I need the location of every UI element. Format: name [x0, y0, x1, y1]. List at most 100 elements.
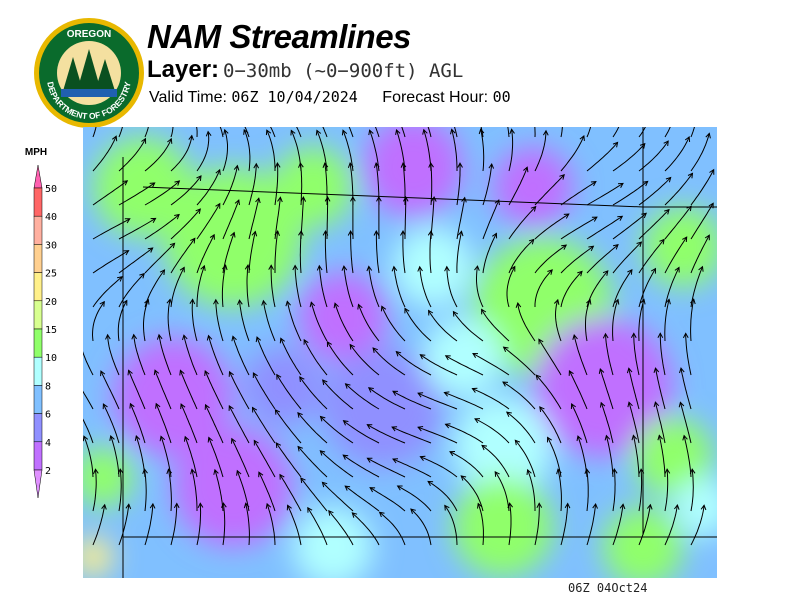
- streamline: [297, 412, 328, 444]
- streamline: [369, 487, 406, 512]
- streamline: [472, 388, 510, 410]
- streamline-arrow: [538, 338, 544, 345]
- streamline: [612, 504, 624, 546]
- wind-speed-region: [673, 477, 717, 537]
- streamline: [348, 127, 354, 138]
- streamline-arrow: [704, 234, 710, 241]
- streamline: [605, 435, 614, 478]
- streamline: [599, 368, 614, 410]
- layer-label: Layer:: [147, 56, 220, 83]
- streamline-arrow: [243, 128, 249, 135]
- streamline-arrow: [195, 208, 201, 214]
- streamline-arrow: [233, 164, 240, 171]
- streamline: [319, 450, 354, 478]
- streamline-arrow: [627, 268, 633, 275]
- streamline: [535, 374, 562, 410]
- streamline: [170, 127, 174, 138]
- streamline: [334, 303, 354, 342]
- streamline: [196, 169, 221, 206]
- streamline-arrow: [613, 244, 619, 250]
- streamline-arrow: [221, 502, 227, 508]
- streamline-arrow: [687, 172, 694, 179]
- streamline-arrow: [321, 481, 328, 488]
- streamline-arrow: [265, 502, 272, 509]
- streamline-arrow: [478, 128, 485, 135]
- streamline-arrow: [274, 408, 281, 415]
- streamline: [252, 372, 276, 410]
- streamline: [83, 418, 94, 444]
- streamline-arrow: [347, 162, 354, 168]
- legend-under-arrow: [33, 469, 43, 499]
- streamline: [326, 197, 329, 239]
- streamline-arrow: [253, 162, 260, 169]
- streamline: [690, 169, 715, 206]
- streamline-arrow: [570, 403, 576, 410]
- streamline: [586, 127, 592, 138]
- streamline: [279, 474, 302, 512]
- streamline-arrow: [206, 334, 213, 341]
- streamline: [170, 175, 202, 206]
- streamline-arrow: [93, 468, 99, 475]
- wind-speed-region: [83, 537, 113, 577]
- streamline: [92, 127, 97, 138]
- streamline: [392, 390, 432, 410]
- streamline-arrow: [83, 435, 89, 442]
- wind-speed-region: [243, 347, 323, 427]
- streamline-arrow: [124, 218, 131, 224]
- streamline-arrow: [190, 237, 196, 244]
- streamline: [638, 504, 651, 546]
- streamline: [612, 127, 620, 138]
- streamline-arrow: [366, 424, 373, 430]
- streamline: [456, 231, 462, 274]
- wind-speed-region: [293, 507, 373, 578]
- streamline-arrow: [664, 208, 670, 215]
- streamline: [222, 129, 228, 172]
- streamline: [534, 174, 565, 206]
- streamline-arrow: [174, 213, 180, 220]
- streamline: [253, 440, 276, 478]
- streamline: [342, 130, 354, 172]
- timestamp-stamp: 06Z 04Oct24: [568, 581, 648, 595]
- streamline-arrow: [125, 503, 132, 510]
- streamline-arrow: [481, 444, 488, 451]
- streamline-arrow: [251, 230, 258, 237]
- streamline-arrow: [472, 352, 479, 358]
- streamline-arrow: [109, 435, 115, 441]
- streamline: [118, 273, 145, 308]
- logo-text-top: OREGON: [67, 29, 111, 40]
- streamline-arrow: [708, 202, 714, 209]
- streamline-arrow: [197, 502, 204, 509]
- streamline: [246, 265, 250, 308]
- streamline: [534, 127, 536, 138]
- streamline-arrow: [564, 502, 571, 509]
- streamline-arrow: [319, 415, 326, 422]
- legend-swatch: [33, 441, 43, 471]
- streamline-arrow: [598, 368, 605, 374]
- streamline-arrow: [471, 387, 478, 393]
- streamline-arrow: [328, 509, 334, 516]
- streamline: [690, 505, 705, 546]
- streamline-arrow: [698, 265, 704, 272]
- streamline-arrow: [604, 434, 611, 441]
- streamline-arrow: [207, 436, 213, 443]
- streamline: [427, 480, 458, 512]
- streamline-arrow: [357, 303, 363, 310]
- streamline-arrow: [196, 175, 202, 181]
- streamline: [560, 181, 597, 206]
- streamline-arrow: [230, 231, 236, 238]
- streamline: [118, 217, 156, 240]
- streamline: [503, 346, 536, 376]
- streamline: [560, 245, 594, 274]
- streamline-arrow: [684, 136, 691, 143]
- legend-swatch: [33, 328, 43, 358]
- streamline: [628, 368, 640, 410]
- streamline: [118, 469, 122, 512]
- streamline-arrow: [664, 468, 671, 474]
- legend-swatch: [33, 187, 43, 217]
- streamline: [274, 197, 281, 240]
- streamline: [474, 418, 510, 444]
- streamline: [381, 306, 406, 342]
- streamline: [393, 266, 406, 308]
- oregon-department-of-forestry-logo: OREGON DEPARTMENT OF FORESTRY: [34, 18, 144, 128]
- streamline: [502, 381, 536, 410]
